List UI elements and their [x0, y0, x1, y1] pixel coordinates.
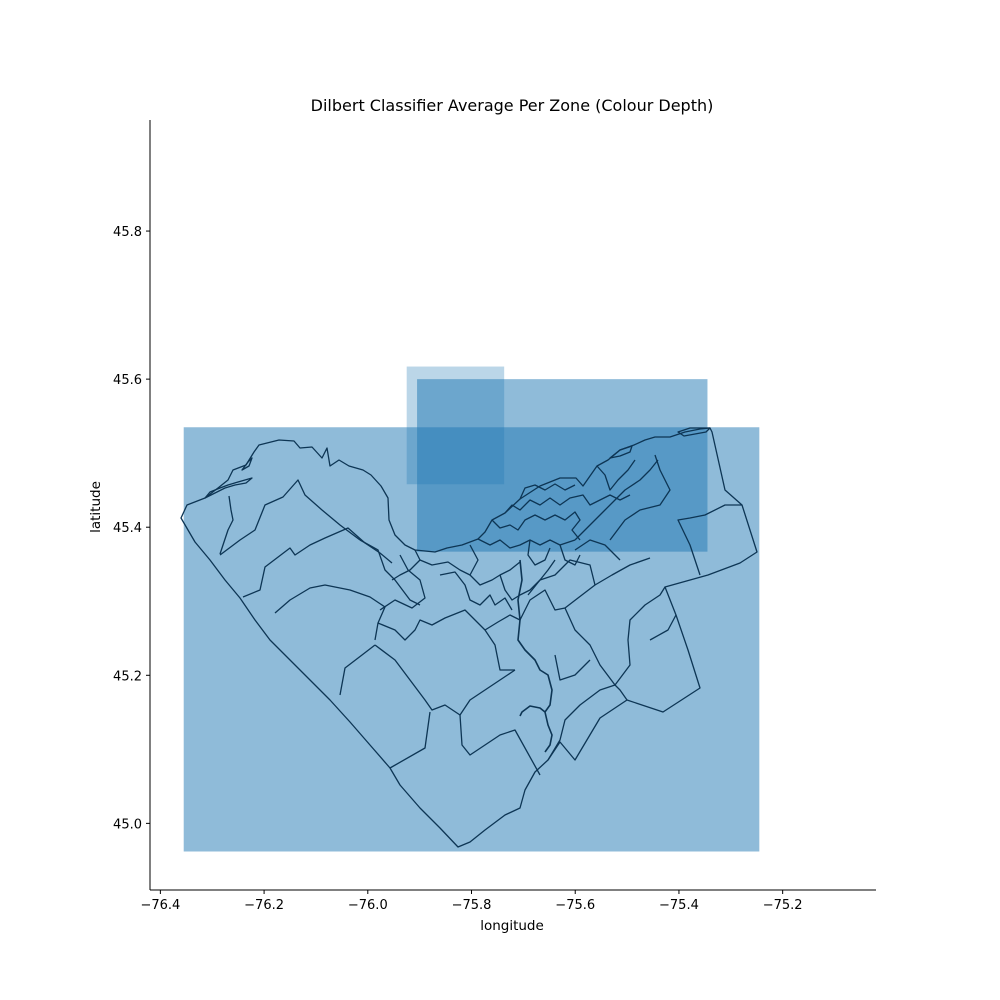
x-tick-label: −75.6 — [555, 898, 595, 913]
ward-line — [614, 684, 628, 701]
ward-line — [391, 549, 421, 581]
x-tick-label: −75.4 — [659, 898, 699, 913]
ward-line — [614, 586, 666, 686]
ward-line — [374, 644, 516, 716]
ward-line — [439, 571, 513, 611]
ward-line — [519, 483, 576, 500]
ward-line — [677, 504, 742, 576]
island-outline — [609, 445, 633, 459]
x-tick-label: −76.0 — [348, 898, 388, 913]
y-tick-label: 45.2 — [113, 669, 142, 684]
y-tick-label: 45.6 — [113, 373, 142, 388]
y-tick-label: 45.0 — [113, 817, 142, 832]
ward-line — [377, 609, 515, 671]
ward-line — [419, 559, 471, 576]
ward-line — [477, 538, 576, 549]
river-line — [517, 559, 553, 753]
chart-title: Dilbert Classifier Average Per Zone (Col… — [311, 96, 714, 115]
city-outline — [180, 427, 758, 848]
ward-boundaries — [180, 427, 758, 848]
x-axis-label: longitude — [480, 918, 544, 934]
ward-line — [559, 544, 581, 566]
ward-line — [527, 539, 551, 566]
x-tick-label: −76.4 — [140, 898, 180, 913]
ward-line — [389, 711, 431, 769]
ward-line — [554, 654, 591, 681]
ward-line — [484, 614, 521, 631]
ward-line — [491, 511, 581, 541]
ward-line — [504, 494, 631, 514]
island-outline — [677, 427, 711, 437]
y-axis-ticks: 45.0 45.2 45.4 45.6 45.8 — [113, 225, 150, 832]
y-tick-label: 45.4 — [113, 521, 142, 536]
ward-line — [242, 527, 393, 598]
island-outline — [219, 495, 234, 555]
ward-line — [359, 539, 421, 606]
y-axis-label: latitude — [88, 481, 104, 533]
x-axis-ticks: −76.4 −76.2 −76.0 −75.8 −75.6 −75.4 −75.2 — [140, 890, 803, 913]
ward-line — [519, 589, 566, 621]
x-tick-label: −75.8 — [452, 898, 492, 913]
ward-line — [459, 714, 541, 776]
x-tick-label: −76.2 — [244, 898, 284, 913]
ward-line — [609, 454, 671, 541]
zone-rect-3 — [406, 366, 505, 485]
ward-line — [219, 479, 361, 556]
ward-line — [574, 459, 659, 541]
island-outline — [204, 477, 253, 499]
axes — [149, 120, 876, 891]
ward-line — [469, 544, 521, 586]
x-tick-label: −75.2 — [763, 898, 803, 913]
ward-line — [499, 559, 556, 601]
ward-line — [274, 584, 386, 641]
ward-line — [574, 539, 621, 561]
ward-line — [649, 614, 677, 641]
ward-line — [339, 644, 376, 696]
y-tick-label: 45.8 — [113, 225, 142, 240]
ward-line — [596, 459, 636, 491]
ward-line — [547, 557, 651, 761]
ward-line — [379, 554, 426, 611]
island-outline — [241, 457, 253, 471]
